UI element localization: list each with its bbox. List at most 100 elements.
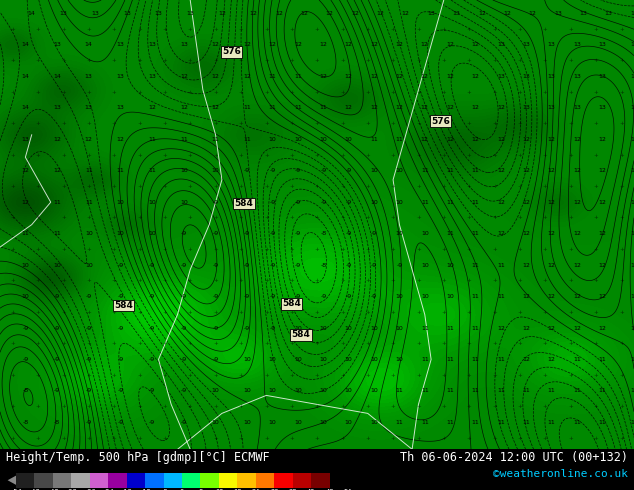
Text: 11: 11 bbox=[396, 389, 403, 393]
Text: 12: 12 bbox=[345, 74, 353, 79]
Text: +: + bbox=[416, 90, 421, 95]
Text: 13: 13 bbox=[53, 105, 61, 110]
Text: +: + bbox=[391, 121, 396, 126]
Text: 10: 10 bbox=[370, 357, 378, 362]
Text: 12: 12 bbox=[53, 137, 61, 142]
Text: +: + bbox=[162, 404, 167, 409]
Text: +: + bbox=[289, 436, 294, 441]
Text: +: + bbox=[441, 247, 446, 252]
Text: 10: 10 bbox=[212, 389, 219, 393]
Text: -9: -9 bbox=[212, 263, 219, 268]
Text: +: + bbox=[112, 184, 117, 189]
Text: +: + bbox=[137, 436, 142, 441]
Text: +: + bbox=[340, 216, 345, 220]
Text: +: + bbox=[162, 216, 167, 220]
Text: +: + bbox=[543, 58, 548, 63]
Text: +: + bbox=[568, 27, 573, 32]
Text: +: + bbox=[568, 341, 573, 346]
Text: 11: 11 bbox=[85, 168, 93, 173]
Text: 11: 11 bbox=[243, 105, 251, 110]
Bar bbox=[293, 473, 311, 488]
Text: +: + bbox=[238, 373, 243, 378]
Text: 12: 12 bbox=[529, 11, 536, 16]
Text: +: + bbox=[619, 184, 624, 189]
Text: +: + bbox=[492, 404, 497, 409]
Text: 12: 12 bbox=[117, 137, 124, 142]
Text: 10: 10 bbox=[117, 231, 124, 236]
Text: 10: 10 bbox=[269, 389, 276, 393]
Text: 11: 11 bbox=[294, 74, 302, 79]
Text: 13: 13 bbox=[548, 74, 555, 79]
Text: -9: -9 bbox=[117, 294, 124, 299]
Bar bbox=[71, 473, 89, 488]
Text: +: + bbox=[568, 310, 573, 315]
Bar bbox=[256, 473, 275, 488]
Text: +: + bbox=[391, 58, 396, 63]
Text: +: + bbox=[416, 310, 421, 315]
Text: +: + bbox=[238, 152, 243, 157]
Text: +: + bbox=[137, 341, 142, 346]
Text: +: + bbox=[61, 27, 66, 32]
Text: -9: -9 bbox=[212, 325, 219, 331]
Text: +: + bbox=[543, 121, 548, 126]
Text: +: + bbox=[467, 121, 472, 126]
Text: 12: 12 bbox=[497, 231, 505, 236]
Text: -9: -9 bbox=[181, 263, 187, 268]
Text: 11: 11 bbox=[421, 200, 429, 205]
Text: -9: -9 bbox=[149, 420, 155, 425]
Text: +: + bbox=[137, 152, 142, 157]
Text: +: + bbox=[36, 373, 41, 378]
Text: -9: -9 bbox=[320, 200, 327, 205]
Text: 10: 10 bbox=[180, 168, 188, 173]
Text: +: + bbox=[492, 310, 497, 315]
Text: +: + bbox=[10, 216, 15, 220]
Text: +: + bbox=[340, 184, 345, 189]
Text: +: + bbox=[340, 373, 345, 378]
Text: +: + bbox=[543, 216, 548, 220]
Text: +: + bbox=[517, 27, 522, 32]
Text: -9: -9 bbox=[54, 325, 60, 331]
Text: 11: 11 bbox=[370, 137, 378, 142]
Text: +: + bbox=[467, 27, 472, 32]
Bar bbox=[16, 473, 34, 488]
Text: +: + bbox=[264, 184, 269, 189]
Text: +: + bbox=[36, 341, 41, 346]
Text: +: + bbox=[543, 278, 548, 283]
Text: +: + bbox=[340, 90, 345, 95]
Text: -9: -9 bbox=[212, 357, 219, 362]
Text: +: + bbox=[289, 373, 294, 378]
Text: -9: -9 bbox=[181, 294, 187, 299]
Text: 12: 12 bbox=[573, 168, 581, 173]
Text: +: + bbox=[10, 184, 15, 189]
Text: +: + bbox=[365, 152, 370, 157]
Text: 12: 12 bbox=[630, 200, 634, 205]
Text: +: + bbox=[441, 278, 446, 283]
Text: 13: 13 bbox=[630, 105, 634, 110]
Text: 12: 12 bbox=[598, 168, 606, 173]
Text: +: + bbox=[314, 278, 320, 283]
Bar bbox=[89, 473, 108, 488]
Text: -9: -9 bbox=[117, 357, 124, 362]
Text: 13: 13 bbox=[598, 43, 606, 48]
Text: -9: -9 bbox=[346, 200, 352, 205]
Text: 12: 12 bbox=[522, 137, 530, 142]
Text: +: + bbox=[314, 58, 320, 63]
Text: +: + bbox=[112, 90, 117, 95]
Text: +: + bbox=[365, 121, 370, 126]
Text: 11: 11 bbox=[148, 137, 156, 142]
Text: +: + bbox=[86, 310, 91, 315]
Text: 13: 13 bbox=[630, 43, 634, 48]
Text: +: + bbox=[593, 121, 598, 126]
Text: +: + bbox=[492, 90, 497, 95]
Text: 13: 13 bbox=[85, 74, 93, 79]
Text: 12: 12 bbox=[478, 11, 486, 16]
Text: +: + bbox=[619, 58, 624, 63]
Text: +: + bbox=[340, 404, 345, 409]
Text: 11: 11 bbox=[85, 200, 93, 205]
Text: 10: 10 bbox=[22, 294, 29, 299]
Text: 13: 13 bbox=[117, 74, 124, 79]
Text: 13: 13 bbox=[453, 11, 460, 16]
Text: 13: 13 bbox=[148, 74, 156, 79]
Text: -9: -9 bbox=[149, 389, 155, 393]
Bar bbox=[145, 473, 164, 488]
